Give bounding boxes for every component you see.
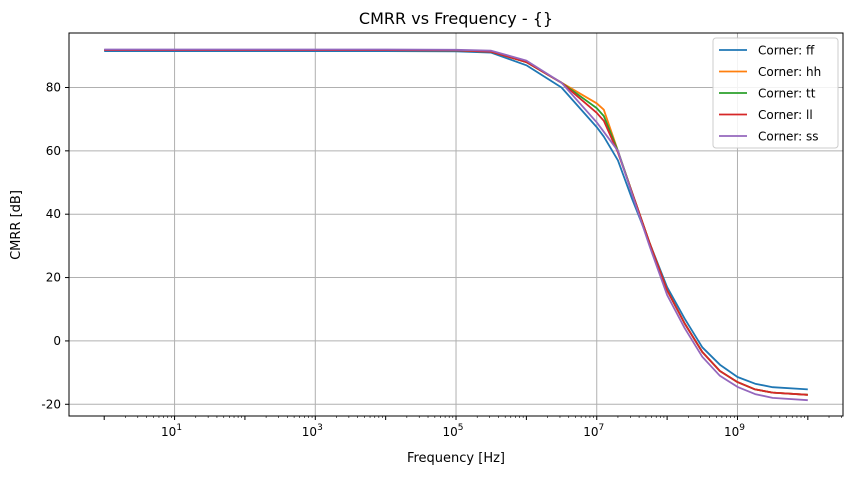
- y-tick-label: 20: [46, 271, 61, 285]
- x-tick-exponent: 1: [176, 423, 182, 433]
- y-tick-label: 60: [46, 144, 61, 158]
- x-tick-label: 105: [443, 423, 464, 439]
- legend-label: Corner: ll: [758, 108, 813, 122]
- x-axis-label: Frequency [Hz]: [407, 451, 505, 466]
- series-lines: [104, 48, 808, 402]
- legend-label: Corner: hh: [758, 65, 821, 79]
- legend: Corner: ff Corner: hh Corner: tt Corner: ll…: [712, 37, 839, 149]
- x-tick-label: 107: [583, 423, 604, 439]
- x-tick-label: 109: [724, 423, 745, 439]
- x-tick-label: 101: [161, 423, 182, 439]
- legend-label: Corner: ff: [758, 44, 815, 58]
- x-tick-label: 103: [302, 423, 323, 439]
- legend-label: Corner: ss: [758, 130, 819, 144]
- x-tick-exponent: 9: [739, 423, 745, 433]
- x-tick-exponent: 3: [317, 423, 323, 433]
- y-tick-label: -20: [41, 397, 61, 411]
- legend-box: [712, 37, 839, 149]
- y-tick-label: 80: [46, 80, 61, 94]
- x-tick-exponent: 7: [599, 423, 605, 433]
- series-line-corner-ff: [104, 50, 808, 391]
- y-axis-label: CMRR [dB]: [9, 190, 24, 260]
- chart-title: CMRR vs Frequency - {}: [359, 9, 553, 28]
- y-tick-label: 40: [46, 207, 61, 221]
- x-tick-exponent: 5: [458, 423, 464, 433]
- y-tick-label: 0: [53, 334, 61, 348]
- legend-label: Corner: tt: [758, 87, 816, 101]
- grid: [69, 33, 843, 416]
- series-line-corner-ss: [104, 48, 808, 402]
